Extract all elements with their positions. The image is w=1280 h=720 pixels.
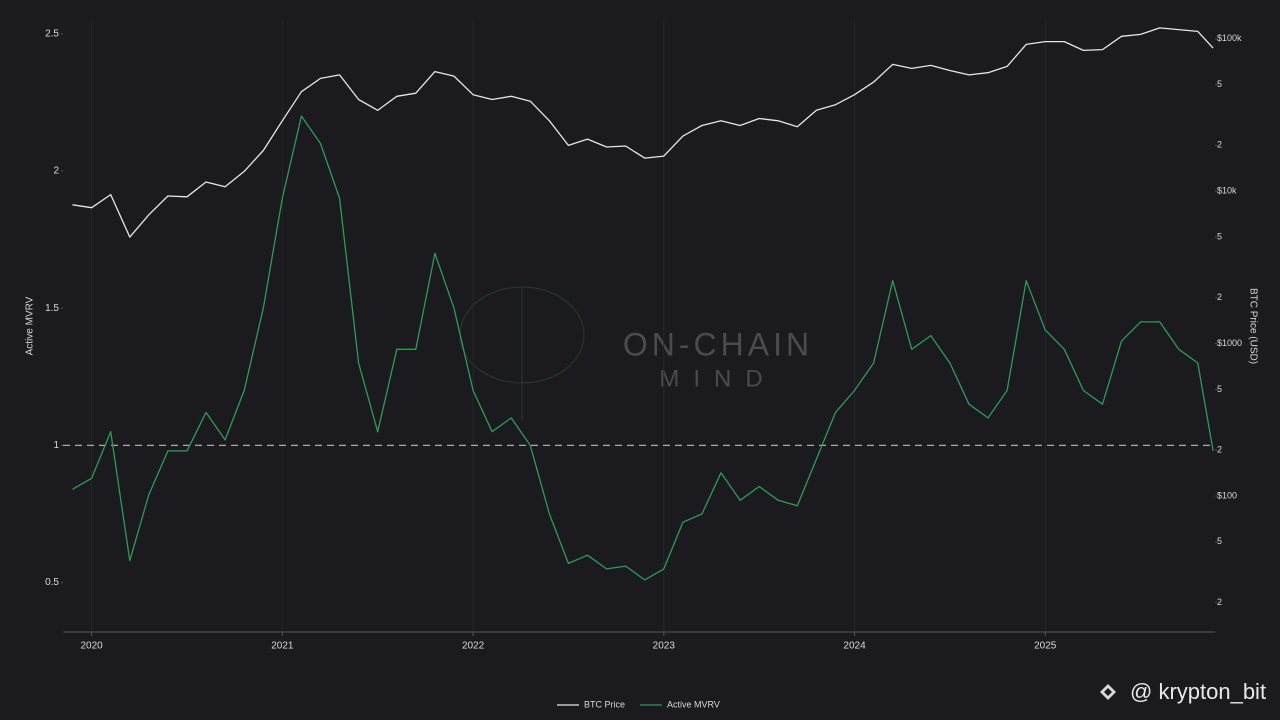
y-tick-label: 1 (53, 440, 59, 451)
y-axis-label: Active MVRV (25, 296, 36, 355)
watermark-title: ON-CHAIN (623, 326, 813, 362)
y2-tick-label: 5 (1217, 384, 1222, 394)
y-tick-label: 2 (53, 166, 59, 177)
legend-label: BTC Price (584, 699, 625, 709)
x-tick-label: 2022 (462, 641, 485, 652)
y2-tick-label: 5 (1217, 231, 1222, 241)
series-line (72, 27, 1214, 238)
y2-tick-label: $1000 (1217, 338, 1242, 348)
credit: @ krypton_bit (1130, 679, 1266, 704)
x-tick-label: 2023 (653, 641, 676, 652)
y-tick-label: 1.5 (45, 303, 59, 314)
x-tick-label: 2025 (1034, 641, 1057, 652)
y2-tick-label: 2 (1217, 140, 1222, 150)
y2-tick-label: 5 (1217, 79, 1222, 89)
y2-tick-label: $10k (1217, 186, 1237, 196)
y2-axis-label: BTC Price (USD) (1247, 288, 1258, 364)
y-tick-label: 0.5 (45, 577, 59, 588)
y2-tick-label: $100 (1217, 490, 1237, 500)
y2-tick-label: $100k (1217, 33, 1242, 43)
y2-tick-label: 5 (1217, 536, 1222, 546)
y2-tick-label: 2 (1217, 444, 1222, 454)
x-tick-label: 2024 (843, 641, 866, 652)
legend-label: Active MVRV (667, 699, 720, 709)
y-tick-label: 2.5 (45, 28, 59, 39)
x-tick-label: 2020 (80, 641, 103, 652)
y2-tick-label: 2 (1217, 292, 1222, 302)
x-tick-label: 2021 (271, 641, 294, 652)
series-line (72, 115, 1214, 581)
credit-icon (1100, 684, 1116, 700)
watermark-subtitle: MIND (659, 365, 776, 392)
y2-tick-label: 2 (1217, 597, 1222, 607)
